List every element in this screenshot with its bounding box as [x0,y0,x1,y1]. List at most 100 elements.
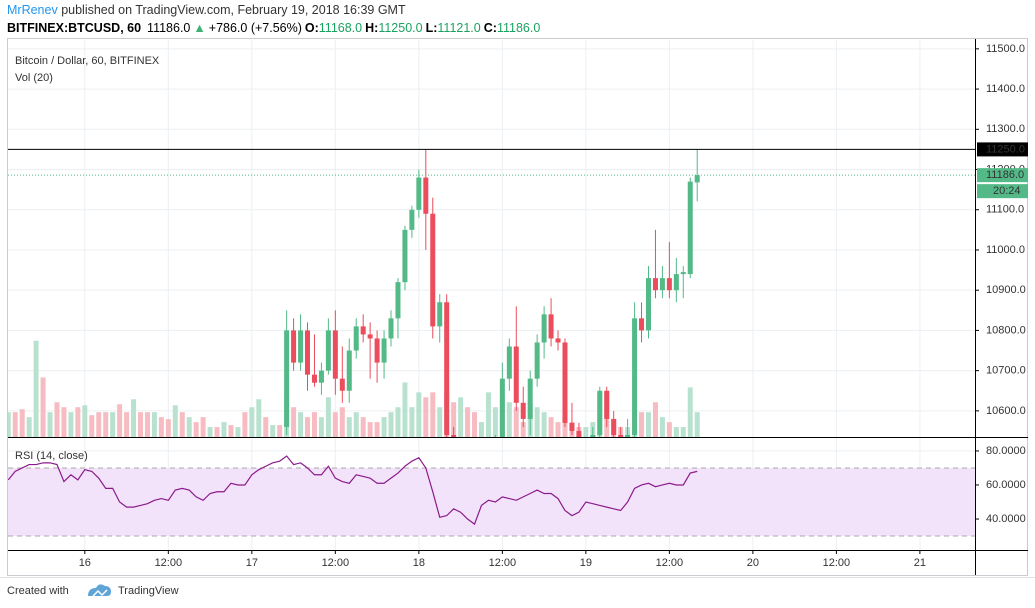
volume-bar [117,404,123,437]
volume-bar [673,427,679,437]
candle-body [520,402,526,419]
x-tick-label: 17 [246,557,258,569]
published: published on TradingView.com, February 1… [58,3,406,17]
axes: 16 12:00 17 12:00 18 12:00 19 12:00 20 12:00 21 106… [8,43,1028,569]
volume-bar [277,425,283,437]
volume-bar [639,412,645,437]
volume-bar [437,407,443,437]
volume-bar [381,417,387,437]
rsi-tick-label: 40.0000 [986,513,1026,525]
x-tick-label: 19 [580,557,592,569]
volume-bar [548,417,554,437]
x-tick-label: 12:00 [823,557,851,569]
volume-bar [75,407,81,437]
candle-body [367,334,373,339]
volume-bar [534,407,540,437]
rsi-line [8,455,698,526]
candle-body [673,274,679,291]
footer-created: Created with [7,585,69,597]
rsi [8,455,698,526]
candle-body [451,434,457,437]
high-label: 11250.0 [986,143,1025,155]
volume-bar [430,392,436,437]
author[interactable]: MrRenev [7,3,58,17]
candle-body [666,278,672,291]
volume-bar [263,417,269,437]
candle-body [305,330,311,375]
volume-bar [666,422,672,437]
ohlc-value: 11250.0 [378,21,422,35]
volume-bar [172,405,178,437]
candle-body [604,390,610,419]
ohlc-key: L: [426,21,438,35]
volume-bar [458,397,464,437]
candle-body [569,422,575,431]
volume-bar [374,422,380,437]
volume-bar [124,412,130,437]
candle-body [548,314,554,339]
volume-bar [541,412,547,437]
frame [7,38,1028,576]
volume-bar [103,412,109,437]
countdown: 20:24 [993,185,1021,197]
logo[interactable] [88,584,111,597]
candle-body [360,326,366,335]
candle-body [680,272,686,275]
volume-bar [367,422,373,437]
volume-legend: Vol (20) [15,72,53,84]
rsi-area [8,467,975,537]
volume-bar [200,417,206,437]
volume-bar [346,417,352,437]
volume-bar [555,422,561,437]
volume-bar [291,407,297,437]
candle-body [346,350,352,391]
candle-body [325,330,331,371]
candle-body [687,181,693,275]
volume-bar [270,425,276,437]
volume-bar [659,417,665,437]
volume-bar [416,392,422,437]
volume [8,340,700,437]
volume-bar [506,402,512,437]
volume-bar [235,427,241,437]
legend: Bitcoin / Dollar, 60, BITFINEX [15,55,160,67]
candle-body [437,302,443,327]
volume-bar [19,409,25,437]
footer-brand[interactable]: TradingView [118,585,179,597]
candle-body [659,278,665,291]
volume-bar [687,387,693,437]
volume-bar [360,417,366,437]
last: 11186.0 [147,21,190,35]
candle-body [395,282,401,319]
candle-body [625,434,631,437]
rsi-band [8,467,975,537]
volume-bar [478,422,484,437]
rsi-tick-label: 60.0000 [986,479,1026,491]
volume-bar [40,377,46,437]
x-tick-label: 12:00 [155,557,183,569]
volume-bar [110,412,116,437]
candle-body [493,443,498,463]
volume-bar [325,397,331,437]
candle-body [632,318,638,435]
x-tick-label: 12:00 [656,557,684,569]
candle-body [527,378,533,419]
volume-bar [207,427,213,437]
candle-body [318,370,324,383]
candle-body [555,338,561,343]
volume-bar [47,412,53,437]
volume-bar [242,412,248,437]
volume-bar [395,407,401,437]
volume-bar [513,407,519,437]
volume-bar [520,422,526,437]
volume-bar [131,399,137,437]
volume-bar [89,415,95,437]
candle-body [402,229,408,283]
symbol-line: BITFINEX:BTCUSD, 60 11186.0 ▲ +786.0 (+7.56… [7,21,540,35]
candle-body [694,175,700,183]
volume-bar [96,412,102,437]
volume-bar [388,412,394,437]
candle-body [291,330,297,363]
x-tick-label: 16 [79,557,91,569]
